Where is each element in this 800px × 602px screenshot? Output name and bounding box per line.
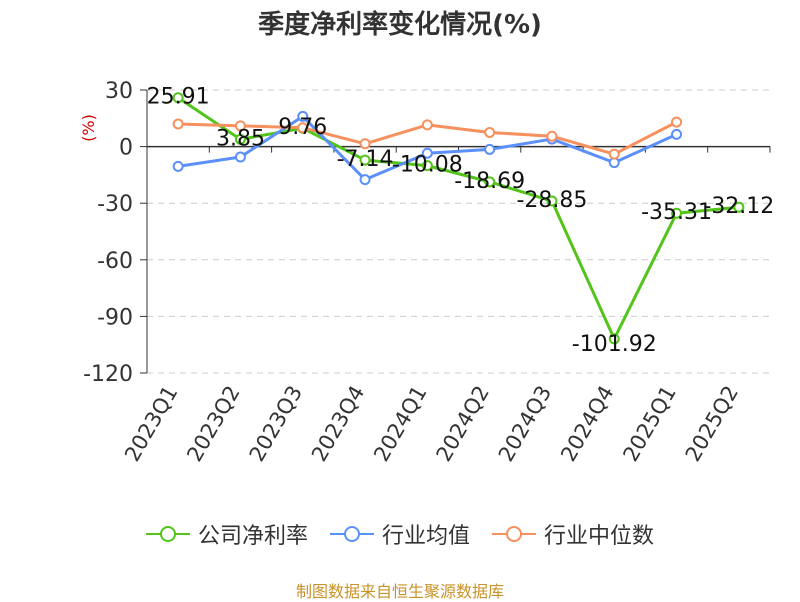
data-point [484,176,496,188]
y-tick-label: -60 [97,249,133,274]
data-point [421,147,433,159]
chart-title: 季度净利率变化情况(%) [258,10,542,40]
series-line-0 [177,96,739,341]
data-point [546,195,558,207]
data-label: 3.85 [216,126,265,151]
data-point [297,122,309,134]
y-tick-label: -30 [97,192,133,217]
x-tick-label: 2025Q2 [681,382,743,466]
x-tick-label: 2023Q2 [182,382,244,466]
data-label: -32.12 [703,194,774,219]
data-point [359,174,371,186]
data-point [172,92,184,104]
data-point [359,154,371,166]
data-label: -101.92 [572,332,657,357]
data-point [234,120,246,132]
legend-label-industry-median: 行业中位数 [544,524,655,549]
data-point [733,201,745,213]
data-point [671,128,683,140]
data-point [359,138,371,150]
data-point [671,207,683,219]
x-tick-label: 2024Q1 [369,382,431,466]
x-tick-label: 2024Q3 [494,382,556,466]
data-point [546,130,558,142]
data-label: -28.85 [516,188,587,213]
x-tick-label: 2023Q3 [245,382,307,466]
legend-label-company: 公司净利率 [197,524,308,549]
legend-marker-industry-average [329,526,374,542]
data-point [421,119,433,131]
y-axis-label: (%) [79,114,98,142]
data-point [608,333,620,345]
x-tick-label: 2025Q1 [618,382,680,466]
data-point [671,116,683,128]
data-point [234,133,246,145]
y-tick-label: -120 [83,362,133,387]
x-tick-label: 2023Q4 [307,382,369,466]
data-point [172,160,184,172]
legend-item-company[interactable]: 公司净利率 [145,518,308,550]
data-point [484,143,496,155]
x-tick-label: 2024Q2 [432,382,494,466]
y-tick-label: -90 [97,305,133,330]
y-tick-label: 0 [119,136,133,161]
legend: 公司净利率 行业均值 行业中位数 [0,518,800,550]
data-label: -10.08 [392,153,463,178]
data-label: -35.31 [641,200,712,225]
legend-marker-company [145,526,190,542]
x-tick-label: 2023Q1 [120,382,182,466]
data-point [297,110,309,122]
legend-item-industry-average[interactable]: 行业均值 [329,518,470,550]
legend-marker-industry-median [492,526,536,542]
data-point [234,151,246,163]
data-label: 9.76 [278,115,327,140]
x-tick-label: 2024Q4 [556,382,618,466]
data-label: 25.91 [147,85,210,110]
data-point [421,160,433,172]
data-point [484,126,496,138]
data-source-footer: 制图数据来自恒生聚源数据库 [295,582,504,601]
legend-item-industry-median[interactable]: 行业中位数 [492,518,654,550]
y-tick-label: 30 [105,79,133,104]
legend-label-industry-average: 行业均值 [381,524,470,549]
data-label: -18.69 [454,169,525,194]
data-label: -7.14 [337,147,394,172]
line-chart: 300-30-60-90-120(%)2023Q1 2023Q2 2023Q3 202… [79,79,774,466]
data-point [172,118,184,130]
data-point [608,148,620,160]
